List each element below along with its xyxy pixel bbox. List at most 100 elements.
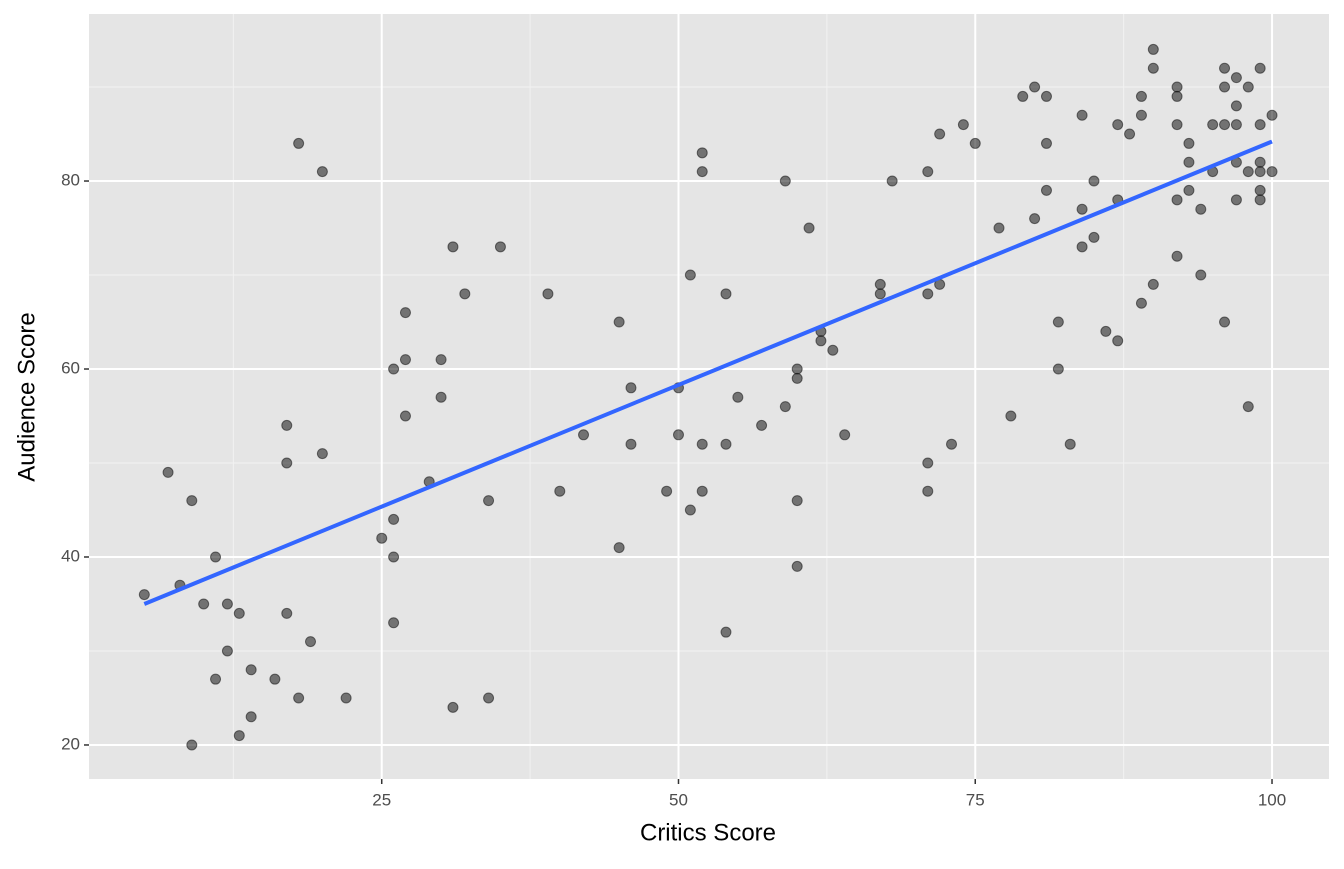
- point: [542, 288, 554, 300]
- point: [293, 692, 305, 704]
- panel: [89, 14, 1329, 779]
- y-tick-label: 60: [61, 358, 80, 377]
- point: [1040, 184, 1052, 196]
- x-tick-label: 25: [372, 790, 391, 809]
- point: [1100, 325, 1112, 337]
- point: [696, 438, 708, 450]
- point: [922, 457, 934, 469]
- point: [1088, 175, 1100, 187]
- point: [399, 410, 411, 422]
- point: [376, 532, 388, 544]
- point: [1207, 119, 1219, 131]
- point: [578, 429, 590, 441]
- point: [672, 429, 684, 441]
- point: [1266, 109, 1278, 121]
- point: [934, 128, 946, 140]
- point: [1040, 137, 1052, 149]
- point: [815, 335, 827, 347]
- point: [696, 485, 708, 497]
- point: [233, 607, 245, 619]
- point: [1147, 43, 1159, 55]
- point: [186, 495, 198, 507]
- point: [732, 391, 744, 403]
- point: [1171, 194, 1183, 206]
- point: [138, 589, 150, 601]
- point: [1029, 213, 1041, 225]
- y-axis-title: Audience Score: [13, 312, 40, 481]
- point: [1254, 119, 1266, 131]
- point: [316, 448, 328, 460]
- point: [1230, 72, 1242, 84]
- point: [281, 457, 293, 469]
- point: [1254, 62, 1266, 74]
- point: [1171, 119, 1183, 131]
- point: [922, 288, 934, 300]
- point: [459, 288, 471, 300]
- point: [1135, 109, 1147, 121]
- point: [483, 692, 495, 704]
- point: [827, 344, 839, 356]
- point: [1135, 90, 1147, 102]
- point: [1219, 316, 1231, 328]
- point: [1219, 81, 1231, 93]
- point: [1052, 316, 1064, 328]
- point: [1112, 119, 1124, 131]
- y-tick-label: 20: [61, 734, 80, 753]
- point: [281, 607, 293, 619]
- x-tick-label: 100: [1258, 790, 1286, 809]
- point: [210, 673, 222, 685]
- point: [969, 137, 981, 149]
- point: [946, 438, 958, 450]
- point: [1017, 90, 1029, 102]
- point: [874, 288, 886, 300]
- point: [399, 307, 411, 319]
- point: [1171, 250, 1183, 262]
- point: [305, 636, 317, 648]
- point: [720, 288, 732, 300]
- point: [993, 222, 1005, 234]
- point: [221, 645, 233, 657]
- point: [613, 316, 625, 328]
- point: [1219, 62, 1231, 74]
- point: [435, 354, 447, 366]
- point: [1242, 401, 1254, 413]
- point: [661, 485, 673, 497]
- point: [447, 701, 459, 713]
- point: [198, 598, 210, 610]
- x-tick-label: 50: [669, 790, 688, 809]
- point: [494, 241, 506, 253]
- point: [625, 438, 637, 450]
- point: [1171, 81, 1183, 93]
- point: [720, 438, 732, 450]
- point: [613, 542, 625, 554]
- point: [625, 382, 637, 394]
- point: [1088, 231, 1100, 243]
- point: [1254, 166, 1266, 178]
- point: [922, 485, 934, 497]
- point: [791, 372, 803, 384]
- point: [1195, 203, 1207, 215]
- point: [554, 485, 566, 497]
- point: [1052, 363, 1064, 375]
- point: [684, 504, 696, 516]
- y-tick-label: 80: [61, 171, 80, 190]
- point: [791, 495, 803, 507]
- point: [1040, 90, 1052, 102]
- point: [269, 673, 281, 685]
- point: [1147, 62, 1159, 74]
- point: [886, 175, 898, 187]
- point: [1147, 278, 1159, 290]
- trend-line: [143, 139, 1273, 606]
- point: [340, 692, 352, 704]
- point: [696, 166, 708, 178]
- point: [1005, 410, 1017, 422]
- point: [1242, 81, 1254, 93]
- point: [1076, 109, 1088, 121]
- point: [1242, 166, 1254, 178]
- point: [435, 391, 447, 403]
- point: [1183, 184, 1195, 196]
- y-tick-label: 40: [61, 546, 80, 565]
- point: [1195, 269, 1207, 281]
- point: [399, 354, 411, 366]
